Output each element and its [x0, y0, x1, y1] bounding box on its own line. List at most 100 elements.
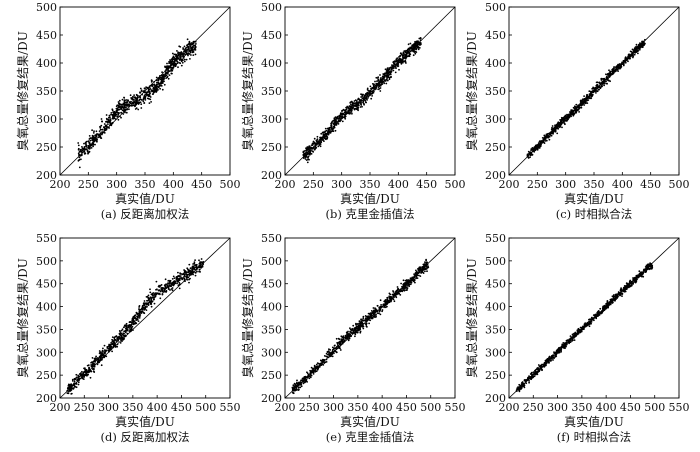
scatter-point [588, 90, 591, 93]
scatter-point [113, 115, 115, 118]
scatter-point [603, 84, 605, 87]
scatter-point [141, 310, 144, 313]
scatter-point [336, 344, 339, 346]
scatter-point [178, 287, 181, 290]
scatter-point [346, 107, 348, 109]
scatter-point [306, 372, 309, 375]
scatter-point [93, 363, 96, 365]
scatter-point [192, 54, 195, 56]
scatter-point [168, 279, 170, 282]
scatter-point [77, 159, 80, 162]
scatter-point [141, 304, 144, 307]
scatter-point [562, 116, 565, 119]
scatter-point [615, 70, 617, 72]
scatter-point [150, 298, 153, 301]
scatter-point [88, 147, 91, 150]
scatter-point [392, 290, 394, 292]
scatter-point [172, 275, 175, 278]
scatter-point [539, 145, 542, 148]
scatter-point [118, 330, 121, 332]
scatter-point [133, 96, 136, 98]
scatter-point [303, 150, 306, 152]
scatter-point [194, 271, 197, 274]
scatter-point [320, 141, 322, 144]
scatter-point [193, 261, 196, 264]
scatter-point [70, 389, 73, 391]
y-tick-label: 450 [36, 29, 57, 42]
x-tick-label: 200 [499, 178, 520, 191]
scatter-point [163, 80, 165, 83]
scatter-point [400, 52, 402, 54]
scatter-point [346, 105, 349, 108]
scatter-point [124, 331, 127, 334]
scatter-point [624, 56, 627, 59]
scatter-point [103, 344, 106, 347]
scatter-point [600, 79, 603, 81]
scatter-point [161, 288, 163, 291]
scatter-point [149, 291, 152, 294]
scatter-point [575, 103, 578, 106]
scatter-point [151, 296, 154, 299]
scatter-point [120, 116, 122, 119]
scatter-point [189, 267, 192, 270]
scatter-point [404, 60, 407, 63]
scatter-point [190, 54, 192, 56]
scatter-point [194, 266, 197, 269]
panel-f: 200 250 300 350 400 450 500 5502002503003504004… [464, 232, 690, 444]
x-tick-label: 400 [147, 401, 168, 414]
scatter-point [100, 364, 103, 367]
scatter-point [99, 357, 102, 359]
scatter-point [363, 319, 366, 322]
scatter-point [158, 82, 161, 85]
scatter-point [152, 93, 154, 95]
scatter-point [129, 328, 132, 331]
scatter-point [96, 363, 99, 366]
scatter-point [145, 92, 148, 95]
scatter-point [341, 336, 344, 339]
y-tick-label: 300 [261, 346, 282, 359]
scatter-point [89, 376, 92, 379]
scatter-point [103, 349, 106, 351]
scatter-point [112, 111, 115, 113]
y-tick-label: 300 [485, 113, 506, 126]
scatter-point [95, 135, 98, 138]
scatter-point [642, 44, 644, 47]
scatter-point [380, 304, 382, 306]
scatter-point [194, 268, 196, 271]
scatter-point [381, 310, 383, 313]
scatter-point [331, 355, 334, 358]
scatter-point [392, 69, 395, 72]
scatter-point [576, 108, 579, 111]
scatter-point [347, 110, 349, 112]
scatter-point [378, 84, 380, 87]
scatter-point [365, 322, 368, 325]
scatter-point [319, 359, 322, 362]
scatter-point [89, 137, 92, 140]
scatter-point [91, 134, 94, 137]
scatter-point [360, 319, 362, 321]
scatter-point [356, 323, 359, 325]
scatter-point [108, 116, 110, 119]
y-tick-label: 200 [36, 169, 57, 182]
scatter-point [178, 277, 181, 280]
scatter-point [157, 79, 160, 82]
scatter-point [149, 303, 152, 305]
scatter-point [358, 329, 360, 331]
scatter-point [111, 109, 114, 112]
scatter-point [189, 270, 192, 272]
scatter-point [94, 143, 96, 146]
scatter-point [143, 102, 146, 104]
scatter-point [589, 97, 592, 100]
scatter-point [357, 109, 359, 112]
scatter-point [543, 142, 546, 145]
scatter-point [176, 280, 179, 283]
scatter-point [195, 264, 198, 267]
scatter-point [90, 370, 93, 373]
scatter-point [339, 113, 342, 116]
scatter-point [92, 145, 94, 148]
scatter-point [172, 56, 175, 59]
scatter-point [300, 379, 302, 382]
scatter-point [81, 146, 83, 148]
scatter-point [133, 104, 136, 106]
scatter-point [152, 298, 155, 301]
